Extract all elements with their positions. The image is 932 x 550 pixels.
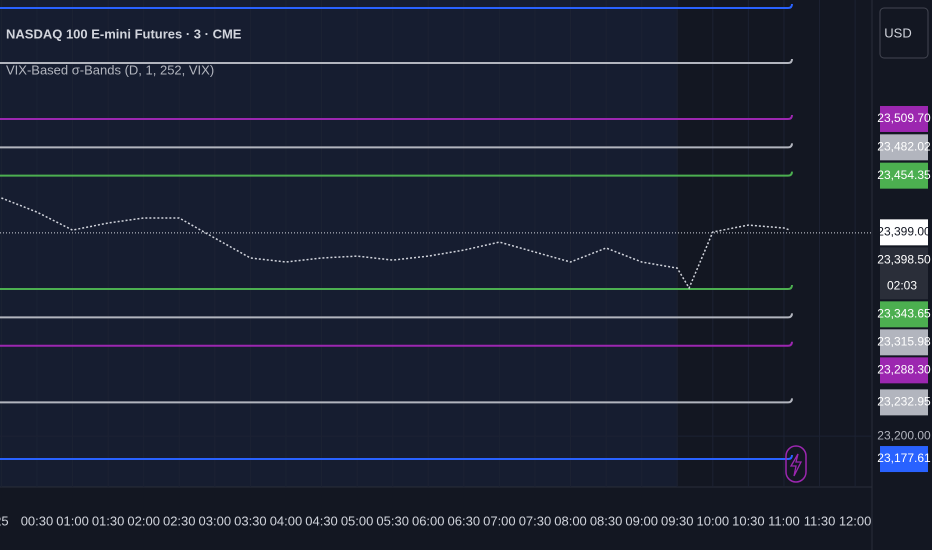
price-label-box: [880, 247, 928, 300]
series: [0, 197, 872, 290]
price-label: 23,177.61: [877, 451, 931, 465]
x-tick-label: 01:30: [92, 513, 125, 528]
alert-icon-bolt[interactable]: [789, 453, 803, 477]
price-label: 23,482.02: [877, 140, 931, 154]
symbol-title: NASDAQ 100 E-mini Futures · 3 · CME: [6, 26, 242, 41]
x-tick-label: 04:00: [270, 513, 303, 528]
countdown: 02:03: [887, 279, 917, 293]
band-level: [0, 3, 793, 9]
time-axis: 2500:3001:0001:3002:0002:3003:0003:3004:…: [0, 513, 871, 528]
x-tick-label: 12:00: [839, 513, 872, 528]
band-level: [0, 171, 793, 177]
price-label-box: [880, 219, 928, 246]
x-tick-label: 06:00: [412, 513, 445, 528]
x-tick-label: 02:00: [127, 513, 160, 528]
band-level: [0, 313, 793, 319]
price-label: 23,454.35: [877, 168, 931, 182]
x-tick-label: 07:00: [483, 513, 516, 528]
price-label-box: [880, 105, 928, 132]
band-level: [0, 341, 793, 347]
price-label-box: [880, 357, 928, 384]
x-tick-label: 03:30: [234, 513, 267, 528]
x-tick-label: 25: [0, 513, 9, 528]
price-label-box: [880, 389, 928, 416]
price-label: 23,315.98: [877, 335, 931, 349]
x-tick-label: 00:30: [21, 513, 54, 528]
price-label-box: [880, 301, 928, 328]
price-label: 23,288.30: [877, 363, 931, 377]
price-label: 23,398.50: [877, 253, 931, 267]
band-level: [0, 58, 793, 64]
price-label-box: [880, 162, 928, 189]
price-label: 23,232.95: [877, 395, 931, 409]
indicator-name: VIX-Based σ-Bands (D, 1, 252, VIX): [6, 62, 214, 77]
x-tick-label: 02:30: [163, 513, 196, 528]
x-tick-label: 08:00: [554, 513, 587, 528]
price-label-box: [880, 134, 928, 161]
band-level: [0, 114, 793, 120]
price-line: [1, 197, 791, 290]
x-tick-label: 07:30: [519, 513, 552, 528]
x-tick-label: 11:30: [804, 513, 836, 528]
session-highlight: [0, 0, 677, 487]
x-tick-label: 03:00: [199, 513, 232, 528]
alert-icon-frame[interactable]: [785, 445, 807, 483]
grid: [0, 0, 872, 487]
x-tick-label: 06:30: [448, 513, 481, 528]
x-tick-label: 10:30: [732, 513, 765, 528]
alert-icon[interactable]: [785, 445, 807, 483]
price-label: 23,399.00: [877, 225, 931, 239]
price-label-box: [880, 446, 928, 473]
x-tick-label: 08:30: [590, 513, 623, 528]
currency-box[interactable]: [879, 7, 929, 59]
x-tick-label: 01:00: [56, 513, 89, 528]
band-level: [0, 143, 793, 149]
x-tick-label: 09:00: [625, 513, 658, 528]
price-label-box: [880, 329, 928, 356]
y-tick-label: 23,200.00: [877, 428, 931, 442]
currency[interactable]: USD: [884, 25, 911, 40]
x-tick-label: 10:00: [697, 513, 730, 528]
x-tick-label: 05:00: [341, 513, 374, 528]
price-scale: 23,200.00 23,509.70 23,482.02 23,454.35 23,3…: [877, 105, 931, 473]
band-level: [0, 454, 793, 461]
price-label: 23,509.70: [877, 111, 931, 125]
x-tick-label: 09:30: [661, 513, 694, 528]
band-level: [0, 284, 793, 291]
band-level: [0, 398, 793, 404]
x-tick-label: 11:00: [768, 513, 800, 528]
x-tick-label: 05:30: [376, 513, 409, 528]
x-tick-label: 04:30: [305, 513, 338, 528]
levels: [0, 3, 793, 461]
price-label: 23,343.65: [877, 307, 931, 321]
